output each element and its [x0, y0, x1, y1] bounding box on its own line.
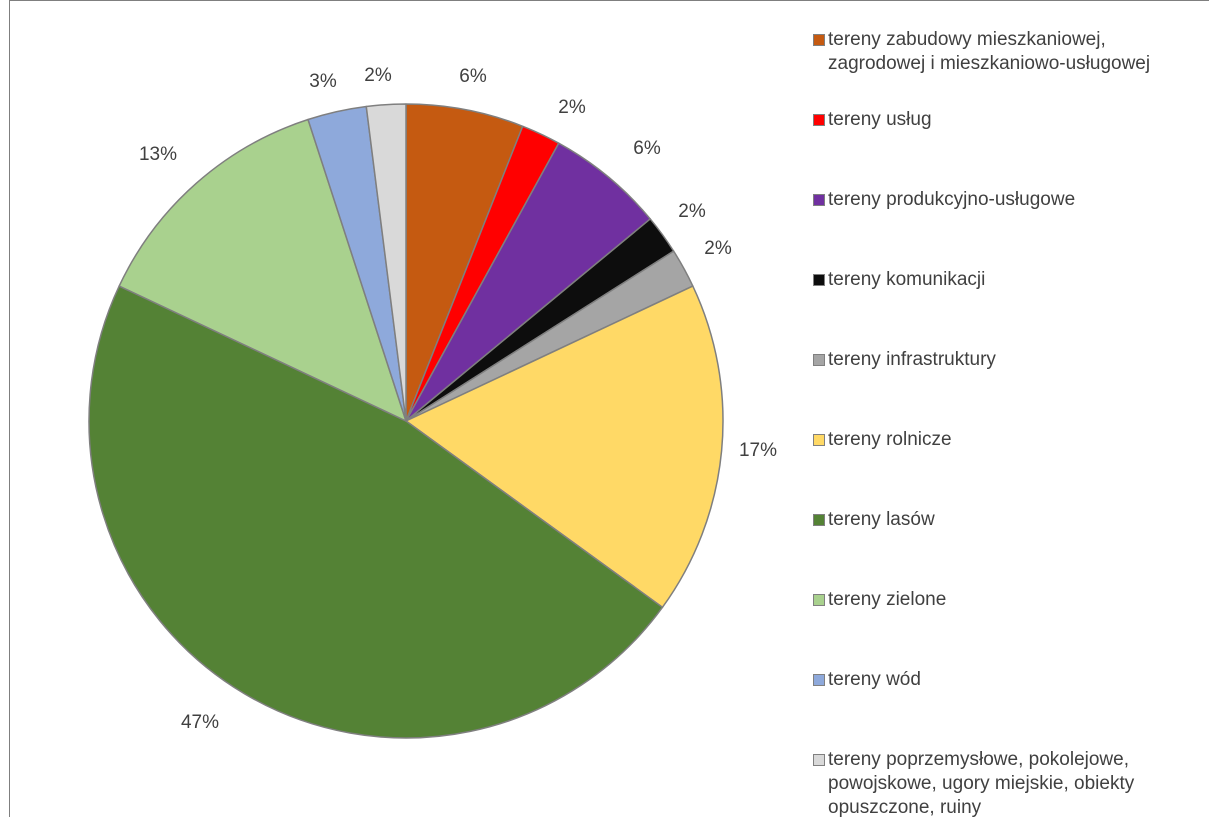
- slice-label-3: 6%: [633, 138, 661, 159]
- legend-label: tereny rolnicze: [828, 429, 952, 450]
- pie-slice-8: [118, 118, 407, 422]
- legend-item-7: tereny lasów: [813, 508, 935, 532]
- legend-item-1: tereny zabudowy mieszkaniowej, zagrodowe…: [813, 28, 1150, 76]
- legend-item-8: tereny zielone: [813, 588, 946, 612]
- legend-label: tereny lasów: [828, 509, 935, 530]
- slice-label-6: 17%: [739, 440, 777, 461]
- legend-item-4: tereny komunikacji: [813, 268, 985, 292]
- legend-label: tereny zielone: [828, 589, 947, 610]
- legend-item-10: tereny poprzemysłowe, pokolejowe, powojs…: [813, 748, 1134, 817]
- legend-label: tereny produkcyjno-usługowe: [828, 189, 1076, 210]
- slice-label-2: 2%: [558, 97, 586, 118]
- legend-label: tereny zabudowy mieszkaniowej, zagrodowe…: [828, 29, 1151, 74]
- legend-swatch: [813, 674, 825, 686]
- slice-label-7: 47%: [181, 712, 219, 733]
- legend-swatch: [813, 514, 825, 526]
- legend-swatch: [813, 594, 825, 606]
- legend-label: tereny usług: [828, 109, 932, 130]
- slice-label-5: 2%: [704, 238, 732, 259]
- slice-label-8: 13%: [139, 144, 177, 165]
- slice-label-1: 6%: [459, 66, 487, 87]
- legend-item-2: tereny usług: [813, 108, 932, 132]
- pie-slice-1: [405, 103, 524, 422]
- legend-swatch: [813, 114, 825, 126]
- pie-slice-10: [365, 103, 407, 422]
- legend-item-3: tereny produkcyjno-usługowe: [813, 188, 1075, 212]
- legend-label: tereny infrastruktury: [828, 349, 996, 370]
- pie-slice-6: [405, 285, 724, 609]
- legend-item-6: tereny rolnicze: [813, 428, 952, 452]
- slice-label-10: 2%: [364, 65, 392, 86]
- legend-swatch: [813, 34, 825, 46]
- pie-chart: 6% 2% 6% 2% 2% 17% 47% 13% 3% 2%: [88, 65, 777, 739]
- legend-label: tereny komunikacji: [828, 269, 986, 290]
- legend-item-5: tereny infrastruktury: [813, 348, 996, 372]
- legend-swatch: [813, 434, 825, 446]
- legend-swatch: [813, 194, 825, 206]
- legend-item-9: tereny wód: [813, 668, 921, 692]
- pie-slice-7: [88, 285, 664, 739]
- legend-label: tereny poprzemysłowe, pokolejowe, powojs…: [828, 749, 1135, 817]
- slice-label-4: 2%: [678, 201, 706, 222]
- legend-label: tereny wód: [828, 669, 921, 690]
- slice-label-9: 3%: [309, 71, 337, 92]
- chart-area: 6% 2% 6% 2% 2% 17% 47% 13% 3% 2% tereny zabudowy …: [9, 0, 1209, 817]
- legend-swatch: [813, 754, 825, 766]
- legend-swatch: [813, 274, 825, 286]
- legend-swatch: [813, 354, 825, 366]
- pie-slice-3: [405, 142, 651, 422]
